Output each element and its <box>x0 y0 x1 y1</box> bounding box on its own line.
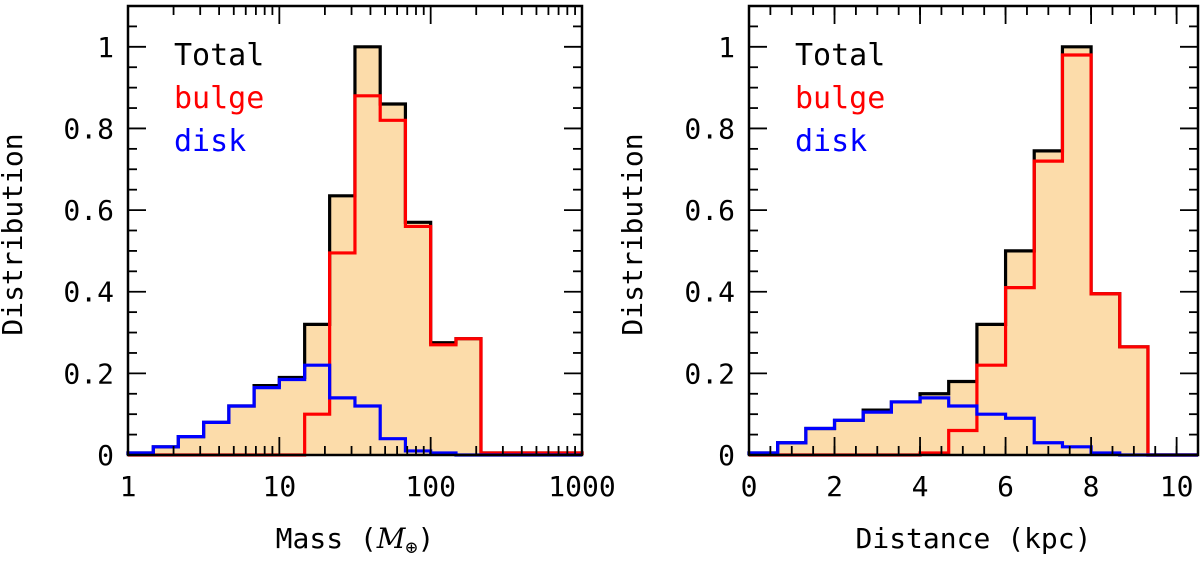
mass-x-tick-label: 1 <box>120 470 137 503</box>
distance-y-tick-label: 0.8 <box>684 112 735 145</box>
distance-y-tick-label: 0.2 <box>684 357 735 390</box>
distance-x-axis-label: Distance (kpc) <box>855 522 1091 555</box>
distance-x-tick-label: 4 <box>912 470 929 503</box>
mass-legend-total: Total <box>174 38 264 73</box>
mass-x-tick-label: 100 <box>405 470 456 503</box>
mass-y-tick-label: 0.2 <box>63 357 114 390</box>
distance-total-fill <box>749 46 1198 456</box>
distance-y-tick-label: 0.4 <box>684 276 735 309</box>
mass-x-tick-label: 10 <box>262 470 296 503</box>
distance-x-tick-label: 8 <box>1083 470 1100 503</box>
distance-legend-disk: disk <box>795 124 867 159</box>
distance-legend-bulge: bulge <box>795 81 885 116</box>
mass-y-tick-label: 0.4 <box>63 276 114 309</box>
mass-legend-bulge: bulge <box>174 81 264 116</box>
mass-x-tick-label: 1000 <box>548 470 615 503</box>
distance-x-tick-label: 6 <box>997 470 1014 503</box>
distance-y-tick-label: 0.6 <box>684 194 735 227</box>
mass-y-tick-label: 0 <box>97 439 114 472</box>
distance-legend-total: Total <box>795 38 885 73</box>
distance-y-tick-label: 0 <box>718 439 735 472</box>
distance-histogram-panel: 00.20.40.60.810 2 4 6 8 10DistributionDistanc… <box>616 4 1200 555</box>
mass-x-axis-label: Mass (M⊕) <box>276 522 435 559</box>
mass-y-tick-label: 0.6 <box>63 194 114 227</box>
mass-histogram-panel: 0 0.2 0.4 0.6 0.8 1 1 10 100 1000 Distribution Mass… <box>0 4 616 559</box>
mass-legend-disk: disk <box>174 124 246 159</box>
mass-y-axis-label: Distribution <box>0 133 29 335</box>
distance-x-tick-label: 0 <box>741 470 758 503</box>
mass-y-tick-label: 0.8 <box>63 112 114 145</box>
distance-x-tick-label: 2 <box>826 470 843 503</box>
distance-y-tick-label: 1 <box>718 31 735 64</box>
mass-y-tick-label: 1 <box>97 31 114 64</box>
distance-x-tick-label: 10 <box>1160 470 1194 503</box>
distance-y-axis-label: Distribution <box>616 133 649 335</box>
